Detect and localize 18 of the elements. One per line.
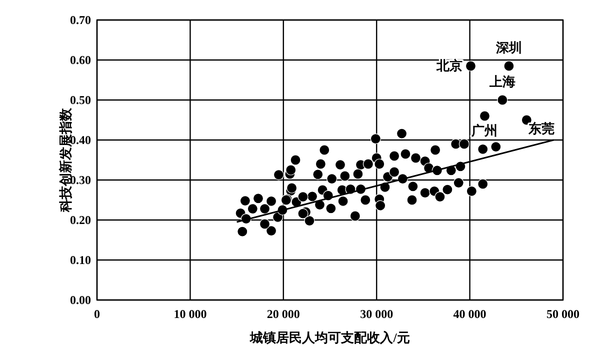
x-tick-label: 20 000 bbox=[266, 307, 300, 321]
annotation: 广州 bbox=[470, 123, 498, 138]
y-tick-label: 0.60 bbox=[70, 53, 91, 67]
y-tick-label: 0.50 bbox=[70, 93, 91, 107]
y-tick-label: 0.70 bbox=[70, 13, 91, 27]
x-axis-title: 城镇居民人均可支配收入/元 bbox=[249, 330, 410, 345]
annotation: 上海 bbox=[488, 74, 516, 89]
x-tick-label: 50 000 bbox=[546, 307, 580, 321]
x-tick-label: 0 bbox=[94, 307, 100, 321]
annotation: 东莞 bbox=[528, 121, 555, 136]
annotation: 深圳 bbox=[494, 40, 522, 55]
y-tick-label: 0.10 bbox=[70, 253, 91, 267]
x-tick-label: 10 000 bbox=[174, 307, 207, 321]
x-tick-label: 40 000 bbox=[453, 307, 486, 321]
x-tick-label: 30 000 bbox=[360, 307, 394, 321]
y-tick-label: 0.00 bbox=[70, 293, 91, 307]
annotation: 北京 bbox=[436, 58, 463, 73]
y-tick-label: 0.20 bbox=[70, 213, 91, 227]
